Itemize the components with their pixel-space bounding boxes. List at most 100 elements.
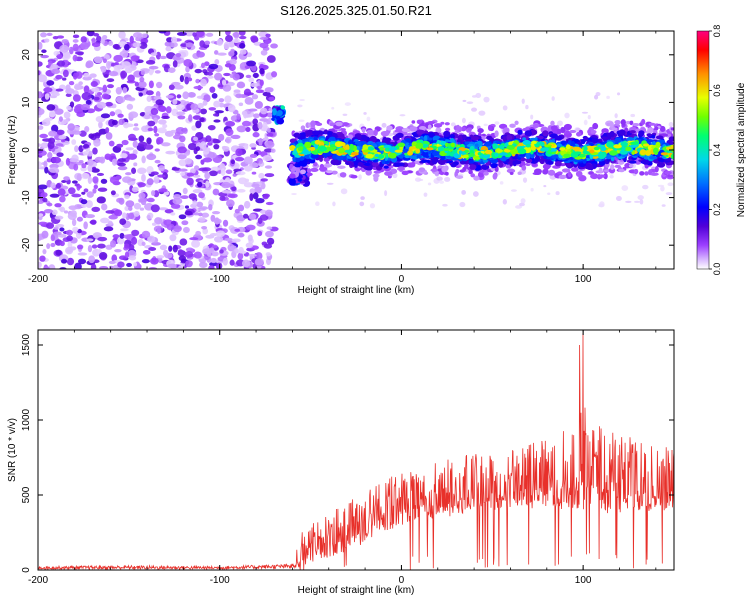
heatmap-cell	[184, 31, 194, 37]
heatmap-cell	[62, 69, 69, 78]
heatmap-cell	[102, 58, 107, 64]
heatmap-cell	[311, 153, 319, 159]
heatmap-cell	[565, 144, 571, 150]
heatmap-cell	[210, 166, 220, 172]
heatmap-cell	[85, 200, 93, 208]
heatmap-cell	[250, 35, 258, 42]
heatmap-cell	[237, 232, 245, 238]
heatmap-cell	[80, 103, 90, 111]
heatmap-cell	[326, 182, 334, 185]
colorbar-tick-label: 0.4	[712, 144, 722, 157]
heatmap-cell	[231, 238, 241, 243]
colorbar-tick-label: 0.6	[712, 84, 722, 97]
heatmap-cell	[438, 171, 445, 175]
heatmap-cell	[105, 210, 116, 214]
heatmap-cell	[379, 147, 384, 151]
heatmap-cell	[61, 258, 68, 264]
heatmap-cell	[664, 170, 672, 175]
heatmap-cell	[238, 102, 244, 107]
heatmap-cell	[38, 200, 44, 204]
heatmap-cell	[96, 91, 103, 96]
heatmap-cell	[469, 164, 477, 170]
heatmap-cell	[54, 203, 62, 208]
heatmap-cell	[347, 134, 354, 140]
heatmap-cell	[81, 191, 86, 195]
heatmap-cell	[241, 120, 251, 127]
heatmap-cell	[124, 206, 130, 212]
heatmap-cell	[248, 108, 258, 112]
heatmap-cell	[455, 175, 464, 179]
heatmap-cell	[221, 189, 232, 194]
heatmap-cell	[629, 130, 636, 134]
heatmap-cell	[197, 102, 204, 109]
heatmap-cell	[554, 135, 563, 141]
heatmap-cell	[297, 142, 304, 147]
heatmap-cell	[524, 130, 533, 137]
heatmap-cell	[560, 140, 567, 146]
heatmap-cell	[150, 52, 158, 56]
heatmap-cell	[192, 174, 201, 178]
heatmap-cell	[613, 144, 622, 149]
heatmap-cell	[71, 218, 77, 227]
heatmap-cell	[107, 84, 114, 89]
heatmap-cell	[547, 192, 551, 195]
heatmap-cell	[525, 104, 529, 110]
snr-frame	[37, 329, 675, 571]
x-tick-label: 0	[399, 575, 405, 586]
heatmap-cell	[259, 36, 269, 40]
heatmap-cell	[179, 74, 185, 83]
heatmap-cell	[271, 71, 278, 78]
heatmap-cell	[259, 214, 269, 221]
heatmap-cell	[600, 145, 607, 151]
colorbar-label: Normalized spectral amplitude	[736, 82, 747, 217]
y-tick-label: 1000	[21, 408, 32, 431]
heatmap-cell	[618, 129, 626, 136]
heatmap-cell	[190, 103, 199, 111]
heatmap-cell	[492, 163, 498, 167]
heatmap-cell	[199, 40, 205, 48]
heatmap-cell	[92, 176, 99, 184]
heatmap-cell	[76, 111, 86, 118]
heatmap-cell	[569, 129, 577, 134]
heatmap-cell	[123, 234, 133, 240]
heatmap-cell	[363, 111, 367, 115]
heatmap-cell	[97, 187, 108, 192]
heatmap-cell	[43, 266, 50, 269]
heatmap-cell	[567, 171, 572, 178]
heatmap-cell	[337, 133, 345, 138]
heatmap-cell	[172, 244, 178, 253]
heatmap-cell	[483, 96, 490, 103]
heatmap-cell	[77, 51, 84, 56]
heatmap-cell	[138, 192, 146, 199]
heatmap-cell	[44, 38, 50, 43]
heatmap-cell	[213, 100, 221, 108]
heatmap-cell	[182, 91, 190, 100]
heatmap-cell	[131, 186, 139, 193]
heatmap-cell	[44, 93, 50, 100]
heatmap-cell	[477, 151, 482, 156]
heatmap-cell	[136, 167, 147, 175]
heatmap-cell	[171, 167, 182, 171]
heatmap-cell	[467, 127, 473, 131]
heatmap-cell	[101, 203, 108, 211]
heatmap-cell	[47, 141, 55, 150]
heatmap-cell	[221, 181, 231, 189]
heatmap-cell	[125, 200, 135, 208]
heatmap-cell	[115, 86, 122, 95]
heatmap-cell	[42, 138, 52, 142]
heatmap-cell	[38, 184, 48, 190]
heatmap-cell	[458, 150, 463, 155]
heatmap-cell	[192, 212, 200, 216]
heatmap-cell	[105, 132, 113, 140]
heatmap-cell	[633, 200, 641, 203]
heatmap-cell	[76, 244, 84, 250]
heatmap-cell	[184, 157, 192, 165]
heatmap-cell	[609, 150, 618, 156]
heatmap-cell	[109, 111, 116, 117]
heatmap-cell	[150, 107, 159, 116]
heatmap-cell	[154, 70, 161, 74]
heatmap-cell	[213, 119, 221, 123]
heatmap-cell	[373, 175, 379, 182]
heatmap-cell	[121, 139, 129, 146]
